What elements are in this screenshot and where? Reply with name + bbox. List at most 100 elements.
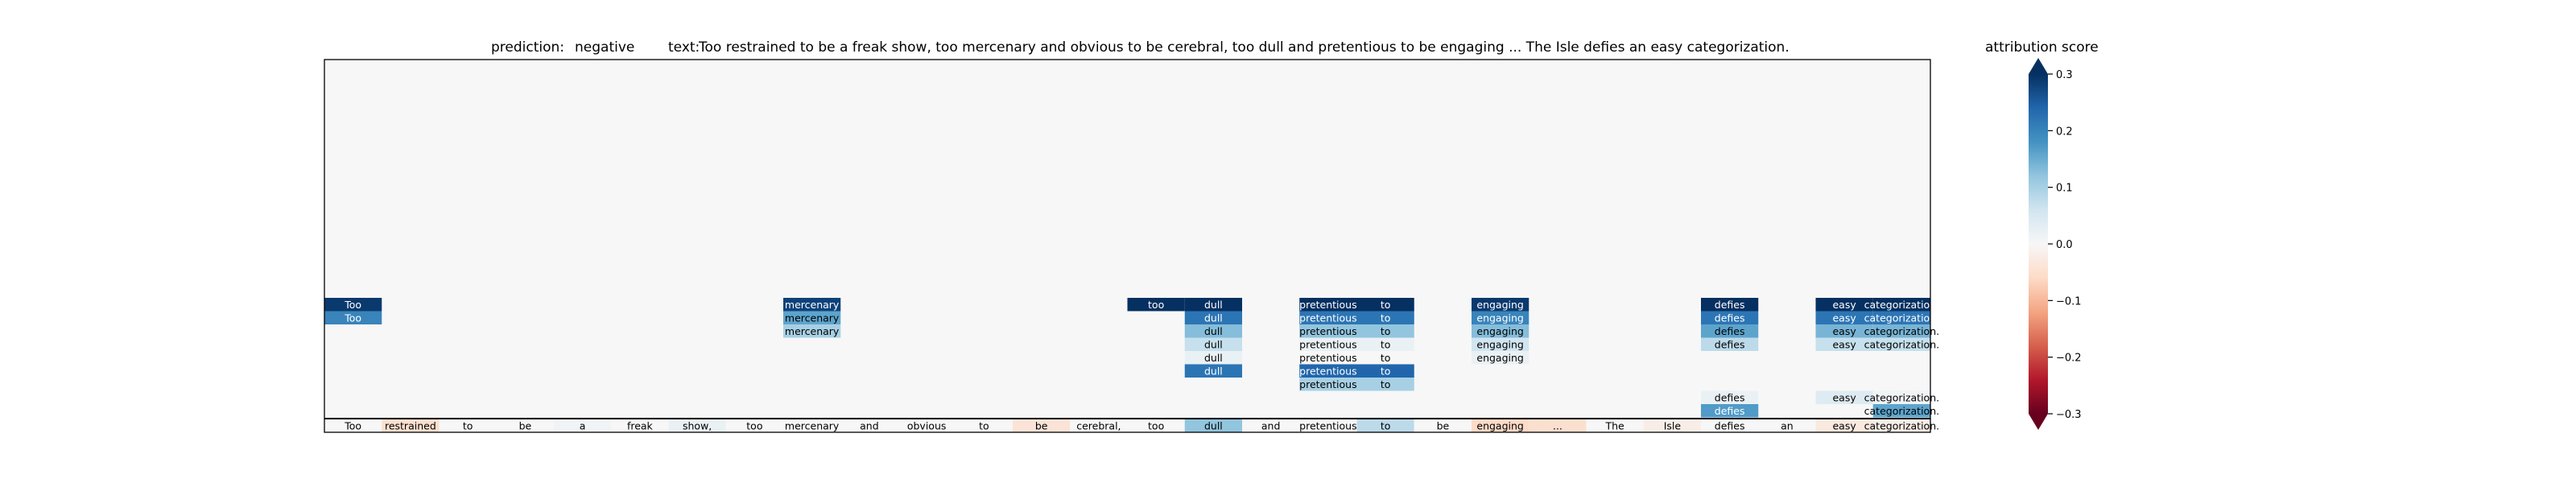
- attribution-cell-label: easy: [1832, 391, 1856, 403]
- attribution-cell-rect: [1127, 298, 1185, 312]
- base-token-cell: be: [1013, 419, 1071, 432]
- attribution-cell-label: categorization.: [1864, 391, 1939, 403]
- attribution-cell-rect: [1184, 364, 1242, 378]
- attribution-cell-label: mercenary: [785, 325, 840, 337]
- base-token-rect: [1472, 419, 1530, 432]
- attribution-cell: easy: [1815, 298, 1873, 312]
- attribution-cell-rect: [1299, 324, 1357, 338]
- base-token-label: mercenary: [785, 420, 840, 432]
- base-token-cell: be: [1414, 419, 1472, 432]
- attribution-cell-rect: [1472, 324, 1530, 338]
- base-token-cell: The: [1586, 419, 1644, 432]
- base-token-label: show,: [683, 420, 712, 432]
- base-token-rect: [324, 419, 382, 432]
- base-token-label: an: [1781, 420, 1794, 432]
- attribution-cell-rect: [1356, 351, 1414, 365]
- base-token-label: The: [1605, 420, 1625, 432]
- attribution-cell-label: defies: [1715, 325, 1745, 337]
- attribution-cell: to: [1356, 324, 1414, 338]
- attribution-cell: defies: [1701, 404, 1759, 418]
- base-token-cell: categorization.: [1864, 419, 1939, 432]
- base-token-cell: restrained: [382, 419, 440, 432]
- attribution-cell-rect: [1872, 311, 1930, 324]
- base-token-rect: [898, 419, 956, 432]
- attribution-cell-rect: [1815, 324, 1873, 338]
- attribution-cell-label: pretentious: [1299, 299, 1356, 311]
- attribution-cell-rect: [1701, 298, 1759, 312]
- base-token-label: dull: [1204, 420, 1223, 432]
- colorbar-tick-label: −0.1: [2056, 295, 2082, 308]
- base-token-cell: to: [1356, 419, 1414, 432]
- colorbar-body: [2029, 74, 2048, 414]
- attribution-cell-label: to: [1381, 312, 1391, 324]
- attribution-cell-label: dull: [1204, 325, 1223, 337]
- attribution-cell-rect: [1299, 311, 1357, 324]
- base-token-cell: obvious: [898, 419, 956, 432]
- base-token-label: be: [1035, 420, 1048, 432]
- attribution-cell-rect: [1184, 324, 1242, 338]
- attribution-cell: dull: [1184, 298, 1242, 312]
- attribution-cell: Too: [324, 311, 382, 324]
- base-token-cell: and: [840, 419, 898, 432]
- base-token-rect: [1758, 419, 1816, 432]
- base-token-cell: dull: [1184, 419, 1242, 432]
- base-token-label: too: [746, 420, 762, 432]
- base-token-label: cerebral,: [1076, 420, 1121, 432]
- colorbar-tick-label: 0.2: [2056, 126, 2073, 138]
- attribution-cell-label: pretentious: [1299, 325, 1356, 337]
- base-token-cell: show,: [668, 419, 726, 432]
- base-token-label: a: [580, 420, 586, 432]
- attribution-cell: pretentious: [1299, 298, 1357, 312]
- attribution-cell: categorization.: [1864, 337, 1939, 351]
- base-token-rect: [1127, 419, 1185, 432]
- attribution-cell-rect: [1356, 298, 1414, 312]
- attribution-cell-label: defies: [1715, 391, 1745, 403]
- attribution-cell-label: to: [1381, 338, 1391, 350]
- attribution-cell-label: easy: [1832, 299, 1856, 311]
- base-token-label: Isle: [1664, 420, 1682, 432]
- attribution-cell-label: categorization.: [1864, 338, 1939, 350]
- chart-title: prediction: negative text: Too restraine…: [491, 39, 1790, 56]
- attribution-cell-rect: [1701, 337, 1759, 351]
- base-token-label: easy: [1832, 420, 1856, 432]
- base-token-label: too: [1148, 420, 1164, 432]
- attribution-cell: defies: [1701, 311, 1759, 324]
- base-token-rect: [554, 419, 612, 432]
- attribution-cell: to: [1356, 311, 1414, 324]
- colorbar: attribution score 0.3 0.2 0.1 0.0 −0.1 −0.2 −0…: [1985, 39, 2099, 430]
- attribution-cell: easy: [1815, 337, 1873, 351]
- title-text-value: Too restrained to be a freak show, too m…: [698, 39, 1790, 56]
- attribution-cell-label: categorization.: [1864, 312, 1939, 324]
- title-prediction-label: prediction:: [491, 39, 564, 56]
- attribution-cell: categorization.: [1864, 298, 1939, 312]
- base-token-label: categorization.: [1864, 420, 1939, 432]
- attribution-cell-label: dull: [1204, 338, 1223, 350]
- attribution-cell-label: to: [1381, 365, 1391, 377]
- attribution-cell-rect: [1356, 378, 1414, 391]
- base-token-cell: mercenary: [783, 419, 841, 432]
- attribution-cell-label: Too: [344, 299, 361, 311]
- base-token-cell: an: [1758, 419, 1816, 432]
- attribution-cell-label: engaging: [1476, 299, 1523, 311]
- attribution-cell: mercenary: [783, 324, 841, 338]
- attribution-cell-rect: [1184, 337, 1242, 351]
- base-token-label: Too: [344, 420, 361, 432]
- attribution-cell: to: [1356, 351, 1414, 365]
- base-token-rect: [1299, 419, 1357, 432]
- attribution-cell-rect: [1872, 390, 1930, 404]
- base-token-rect: [1242, 419, 1300, 432]
- attribution-cell-label: defies: [1715, 299, 1745, 311]
- colorbar-tick-label: 0.1: [2056, 183, 2073, 195]
- base-token-rect: [1184, 419, 1242, 432]
- base-token-label: be: [1437, 420, 1450, 432]
- colorbar-extend-top: [2029, 58, 2048, 74]
- attribution-cell-label: pretentious: [1299, 378, 1356, 390]
- attribution-cell-label: dull: [1204, 312, 1223, 324]
- attribution-cell-label: defies: [1715, 338, 1745, 350]
- base-token-label: and: [860, 420, 879, 432]
- attribution-cell-rect: [1701, 324, 1759, 338]
- base-token-label: freak: [627, 420, 654, 432]
- attribution-cell-label: to: [1381, 352, 1391, 364]
- attribution-cell-label: easy: [1832, 325, 1856, 337]
